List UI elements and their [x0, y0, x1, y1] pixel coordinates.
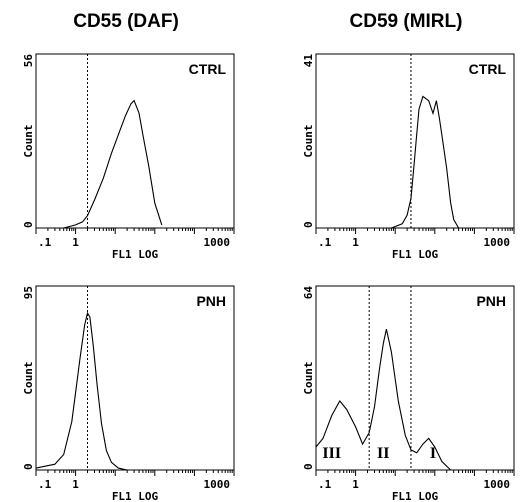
histogram-curve — [315, 328, 451, 471]
histogram-curve — [35, 311, 128, 471]
x-axis-label: FL1 LOG — [392, 490, 439, 502]
y-tick-label: 41 — [302, 54, 315, 68]
histogram-panel-3: PNH .1 1 1000 FL1 LOG 0 95 Count — [22, 285, 235, 502]
y-tick-label: 0 — [22, 221, 35, 228]
column-title-cd55: CD55 (DAF) — [73, 11, 179, 32]
histogram-curve — [391, 95, 460, 229]
sample-label: CTRL — [189, 61, 227, 77]
x-tick-label: 1000 — [204, 236, 231, 249]
y-tick-label: 56 — [22, 54, 35, 68]
x-tick-label: 1 — [72, 236, 79, 249]
y-tick-label: 0 — [22, 463, 35, 470]
x-tick-label: .1 — [38, 236, 52, 249]
y-tick-label: 95 — [22, 286, 35, 299]
x-tick-label: 1000 — [484, 478, 511, 491]
histogram-curve — [63, 99, 163, 229]
x-tick-label: .1 — [318, 478, 332, 491]
x-tick-label: 1000 — [484, 236, 511, 249]
y-tick-label: 0 — [302, 463, 315, 470]
x-tick-label: 1000 — [204, 478, 231, 491]
histogram-panel-1: CTRL .1 1 1000 FL1 LOG 0 56 Count — [22, 53, 235, 261]
y-axis-label: Count — [22, 124, 35, 157]
region-label: II — [377, 445, 389, 462]
y-tick-label: 64 — [302, 286, 315, 300]
sample-label: PNH — [196, 293, 226, 309]
y-axis-label: Count — [302, 361, 315, 394]
y-axis-label: Count — [22, 361, 35, 394]
sample-label: PNH — [476, 293, 506, 309]
x-tick-label: 1 — [352, 478, 359, 491]
region-label: I — [430, 445, 436, 462]
x-tick-label: 1 — [72, 478, 79, 491]
plot-frame — [35, 53, 235, 229]
plot-frame — [315, 53, 515, 229]
region-label: III — [322, 445, 341, 462]
y-axis-label: Count — [302, 124, 315, 157]
sample-label: CTRL — [469, 61, 507, 77]
x-axis-label: FL1 LOG — [112, 490, 159, 502]
plot-frame — [315, 285, 515, 471]
y-tick-label: 0 — [302, 221, 315, 228]
histogram-panel-2: CTRL .1 1 1000 FL1 LOG 0 41 Count — [302, 53, 515, 261]
x-tick-label: .1 — [38, 478, 52, 491]
x-tick-label: .1 — [318, 236, 332, 249]
column-title-cd59: CD59 (MIRL) — [350, 11, 463, 32]
x-tick-label: 1 — [352, 236, 359, 249]
plot-frame — [35, 285, 235, 471]
x-axis-label: FL1 LOG — [392, 248, 439, 261]
x-axis-label: FL1 LOG — [112, 248, 159, 261]
